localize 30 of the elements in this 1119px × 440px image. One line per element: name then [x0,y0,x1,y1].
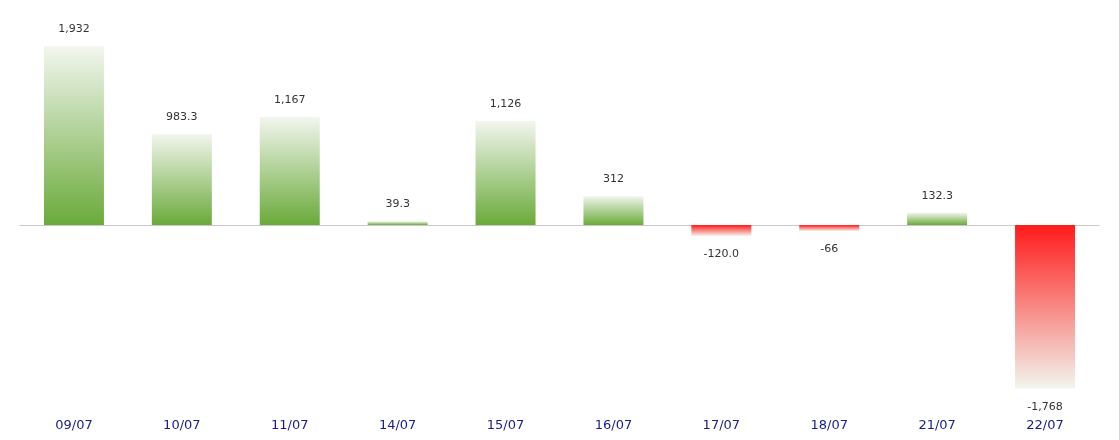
x-tick-label: 09/07 [55,417,93,432]
x-tick-label: 21/07 [918,417,956,432]
x-tick-label: 18/07 [810,417,848,432]
data-label: -66 [820,242,839,256]
bar [151,134,212,225]
data-label: -1,768 [1027,399,1063,413]
bar [43,46,104,225]
bar [1015,225,1076,389]
data-label: 983.3 [166,110,198,124]
data-label: 1,126 [489,96,522,110]
data-label: 1,932 [58,22,90,36]
x-tick-label: 10/07 [163,417,201,432]
bar [259,117,320,225]
data-label: 39.3 [385,197,410,211]
bar [907,212,968,225]
x-tick-label: 17/07 [702,417,741,432]
x-tick-label: 15/07 [486,417,525,432]
x-tick-label: 16/07 [594,417,633,432]
x-tick-label: 22/07 [1026,417,1064,432]
data-label: -120.0 [703,247,740,261]
bar [691,225,752,237]
data-label: 132.3 [921,188,953,202]
x-tick-label: 11/07 [271,417,309,432]
bar [367,221,428,225]
bar [475,120,536,225]
data-label: 312 [602,172,624,186]
bar [583,196,644,225]
x-tick-label: 14/07 [378,417,417,432]
bar [799,225,860,232]
data-label: 1,167 [274,93,306,107]
